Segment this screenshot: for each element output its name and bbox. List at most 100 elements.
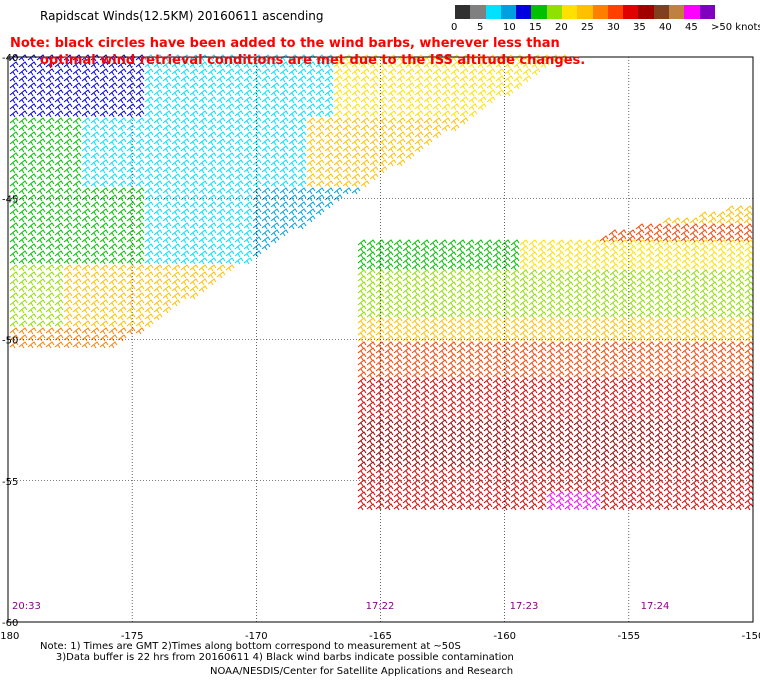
wind-barb <box>474 497 484 505</box>
wind-barb <box>708 413 718 421</box>
wind-barb <box>117 215 127 223</box>
wind-barb <box>519 281 529 289</box>
wind-barb <box>108 320 118 328</box>
wind-barb <box>375 347 385 355</box>
wind-barb <box>626 229 636 237</box>
wind-barb <box>573 491 583 499</box>
wind-barb <box>537 293 547 301</box>
wind-barb <box>618 293 628 301</box>
wind-barb <box>690 395 700 403</box>
wind-barb <box>405 68 415 76</box>
note-line-1: Note: black circles have been added to t… <box>10 36 560 51</box>
wind-barb <box>36 341 46 349</box>
wind-barb <box>225 229 235 237</box>
wind-barb <box>591 437 601 445</box>
wind-barb <box>414 96 424 104</box>
wind-barb <box>207 250 217 258</box>
wind-barb <box>81 229 91 237</box>
wind-barb <box>492 401 502 409</box>
wind-barb <box>528 449 538 457</box>
wind-barb <box>36 152 46 160</box>
wind-barb <box>555 323 565 331</box>
wind-barb <box>627 245 637 253</box>
wind-barb <box>483 389 493 397</box>
lon-label: -155 <box>617 631 640 642</box>
wind-barb <box>465 497 475 505</box>
wind-barb <box>459 68 469 76</box>
wind-barb <box>618 395 628 403</box>
wind-barb <box>681 491 691 499</box>
wind-barb <box>735 413 745 421</box>
wind-barb <box>9 306 19 314</box>
lon-label: -180 <box>0 631 19 642</box>
wind-barb <box>492 419 502 427</box>
wind-barb <box>744 263 754 271</box>
wind-barb <box>207 145 217 153</box>
wind-barb <box>528 491 538 499</box>
wind-barb <box>144 285 154 293</box>
wind-barb <box>653 229 663 237</box>
wind-barb <box>582 377 592 385</box>
wind-barb <box>564 413 574 421</box>
wind-barb <box>627 317 637 325</box>
wind-barb <box>528 377 538 385</box>
wind-barb <box>744 431 754 439</box>
wind-barb <box>483 455 493 463</box>
wind-barb <box>324 103 334 111</box>
wind-barb <box>450 75 460 83</box>
wind-barb <box>420 467 430 475</box>
wind-barb <box>366 239 376 247</box>
wind-barb <box>393 287 403 295</box>
wind-barb <box>573 293 583 301</box>
legend-label: 0 <box>451 22 458 33</box>
wind-barb <box>456 245 466 253</box>
wind-barb <box>708 341 718 349</box>
wind-barb <box>510 401 520 409</box>
wind-barb <box>198 96 208 104</box>
wind-barb <box>180 187 190 195</box>
wind-barb <box>690 347 700 355</box>
wind-barb <box>351 166 361 174</box>
wind-barb <box>315 152 325 160</box>
wind-barb <box>216 257 226 265</box>
wind-barb <box>663 359 673 367</box>
wind-barb <box>72 138 82 146</box>
wind-barb <box>72 96 82 104</box>
wind-barb <box>357 287 367 295</box>
wind-barb <box>45 152 55 160</box>
wind-barb <box>375 299 385 307</box>
wind-barb <box>144 103 154 111</box>
wind-barb <box>663 485 673 493</box>
wind-barb <box>180 96 190 104</box>
wind-barb <box>126 250 136 258</box>
wind-barb <box>663 293 673 301</box>
wind-barb <box>162 215 172 223</box>
wind-barb <box>225 145 235 153</box>
wind-barb <box>414 138 424 146</box>
wind-barb <box>555 449 565 457</box>
wind-barb <box>198 68 208 76</box>
wind-barb <box>27 138 37 146</box>
wind-barb <box>447 365 457 373</box>
wind-barb <box>609 503 619 511</box>
wind-barb <box>573 377 583 385</box>
wind-barb <box>342 96 352 104</box>
wind-barb <box>600 437 610 445</box>
wind-barb <box>504 89 514 97</box>
wind-barb <box>537 473 547 481</box>
wind-barb <box>690 407 700 415</box>
wind-barb <box>45 285 55 293</box>
wind-barb <box>270 75 280 83</box>
wind-barb <box>492 353 502 361</box>
wind-barb <box>243 103 253 111</box>
wind-barb <box>108 257 118 265</box>
wind-barb <box>45 334 55 342</box>
wind-barb <box>279 82 289 90</box>
wind-barb <box>81 138 91 146</box>
wind-barb <box>423 75 433 83</box>
wind-barb <box>495 82 505 90</box>
wind-barb <box>699 425 709 433</box>
wind-barb <box>708 353 718 361</box>
wind-barb <box>528 281 538 289</box>
wind-barb <box>375 503 385 511</box>
